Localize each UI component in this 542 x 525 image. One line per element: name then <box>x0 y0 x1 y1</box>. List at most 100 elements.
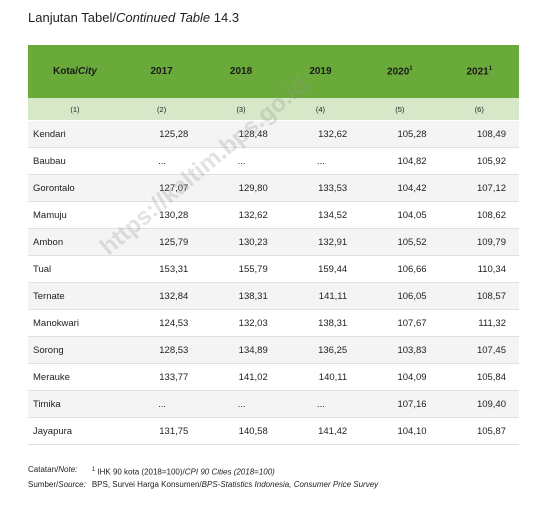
header-cell: 2019 <box>280 45 361 98</box>
note-label: Sumber/Source: <box>28 479 92 491</box>
value-cell: 104,82 <box>360 147 440 175</box>
value-cell: ... <box>121 147 202 175</box>
value-cell: ... <box>280 390 361 418</box>
data-row: Kendari 125,28 128,48 132,62 105,28 108,49 <box>28 120 519 148</box>
city-cell: Ambon <box>28 228 122 256</box>
data-row: Ambon 125,79 130,23 132,91 105,52 109,79 <box>28 228 519 256</box>
title-number: 14.3 <box>213 10 240 25</box>
header-row: Kota/City 2017 2018 2019 2020 1 20211 <box>28 45 519 98</box>
value-cell: 109,40 <box>439 390 519 418</box>
value-cell: 132,62 <box>201 201 281 229</box>
data-row: Ternate 132,84 138,31 141,11 106,05 108,57 <box>28 282 519 310</box>
value-cell: 103,83 <box>360 336 440 364</box>
header-cell: Kota/City <box>28 45 122 98</box>
header-italic: City <box>78 66 97 77</box>
city-cell: Sorong <box>28 336 122 364</box>
value-cell: 128,53 <box>121 336 202 364</box>
title: Lanjutan Tabel/Continued Table 14.3 <box>28 10 239 25</box>
city-cell: Merauke <box>28 363 122 391</box>
value-cell: 106,05 <box>360 282 440 310</box>
value-cell: 111,32 <box>439 309 519 337</box>
value-cell: 132,91 <box>280 228 361 256</box>
value-cell: 125,79 <box>121 228 202 256</box>
value-cell: 136,25 <box>280 336 361 364</box>
data-row: Merauke 133,77 141,02 140,11 104,09 105,84 <box>28 363 519 391</box>
value-cell: 110,34 <box>439 255 519 283</box>
value-cell: ... <box>201 147 281 175</box>
value-cell: ... <box>121 390 202 418</box>
header-text: 2019 <box>309 66 332 77</box>
value-cell: 104,42 <box>360 174 440 202</box>
value-cell: 104,09 <box>360 363 440 391</box>
value-cell: 129,80 <box>201 174 281 202</box>
column-number: (2) <box>121 98 202 121</box>
note-text-plain: BPS, Survei Harga Konsumen/ <box>91 479 202 489</box>
city-cell: Gorontalo <box>28 174 122 202</box>
header-cell: 2018 <box>201 45 281 98</box>
header-text: 2018 <box>229 66 253 77</box>
title-italic: Continued Table <box>115 10 211 25</box>
value-cell: 105,87 <box>439 417 519 445</box>
value-cell: 130,23 <box>201 228 281 256</box>
number-row: (1) (2) (3) (4) (5) (6) <box>28 98 519 121</box>
city-cell: Baubau <box>28 147 122 175</box>
value-cell: 132,84 <box>121 282 202 310</box>
value-cell: 107,12 <box>439 174 519 202</box>
note-sup: 1 <box>91 467 96 473</box>
value-cell: 155,79 <box>201 255 281 283</box>
value-cell: 125,28 <box>121 120 202 148</box>
value-cell: 107,45 <box>439 336 519 364</box>
note-label-italic: Source: <box>58 479 86 489</box>
value-cell: 131,75 <box>121 417 202 445</box>
value-cell: 132,62 <box>280 120 361 148</box>
header-cell: 20211 <box>439 45 519 98</box>
data-row: Jayapura 131,75 140,58 141,42 104,10 105,87 <box>28 417 519 445</box>
header-sup: 1 <box>488 65 493 72</box>
value-cell: 133,77 <box>121 363 202 391</box>
city-cell: Kendari <box>28 120 122 148</box>
title-prefix: Lanjutan Tabel/ <box>28 10 116 25</box>
header-text: 2020 <box>387 66 410 78</box>
value-cell: 127,07 <box>121 174 202 202</box>
value-cell: 105,28 <box>360 120 440 148</box>
value-cell: 134,52 <box>280 201 361 229</box>
value-cell: 105,92 <box>439 147 519 175</box>
value-cell: ... <box>201 390 281 418</box>
value-cell: 130,28 <box>121 201 202 229</box>
note-label-text: Sumber/ <box>28 479 59 489</box>
column-number: (3) <box>201 98 281 121</box>
column-number: (6) <box>439 98 519 121</box>
value-cell: 107,16 <box>360 390 440 418</box>
data-row: Tual 153,31 155,79 159,44 106,66 110,34 <box>28 255 519 283</box>
note-text-plain: IHK 90 kota (2018=100)/ <box>95 467 185 477</box>
value-cell: ... <box>280 147 361 175</box>
note-text: BPS, Survei Harga Konsumen/BPS-Statistic… <box>92 479 384 491</box>
note-label-italic: Note: <box>58 465 78 474</box>
header-text: 2017 <box>150 66 173 77</box>
value-cell: 105,84 <box>439 363 519 391</box>
value-cell: 106,66 <box>360 255 440 283</box>
column-number: (5) <box>360 98 440 121</box>
data-row: Gorontalo 127,07 129,80 133,53 104,42 107,12 <box>28 174 519 202</box>
value-cell: 134,89 <box>201 336 281 364</box>
note-label-text: Catatan/ <box>28 465 59 474</box>
header-text: 2021 <box>466 66 489 78</box>
column-number: (4) <box>280 98 361 121</box>
value-cell: 104,10 <box>360 417 440 445</box>
data-row: Mamuju 130,28 132,62 134,52 104,05 108,62 <box>28 201 519 229</box>
value-cell: 138,31 <box>280 309 361 337</box>
header-cell: 2017 <box>121 45 202 98</box>
value-cell: 141,02 <box>201 363 281 391</box>
value-cell: 138,31 <box>201 282 281 310</box>
value-cell: 109,79 <box>439 228 519 256</box>
data-row: Timika......... 107,16 109,40 <box>28 390 519 418</box>
value-cell: 159,44 <box>280 255 361 283</box>
note-text: 1 IHK 90 kota (2018=100)/CPI 90 Cities (… <box>92 464 384 479</box>
table: Kota/City 2017 2018 2019 2020 1 20211 (1) (2) (3)… <box>28 45 519 445</box>
data-row: Sorong 128,53 134,89 136,25 103,83 107,45 <box>28 336 519 364</box>
note-text-italic: CPI 90 Cities (2018=100) <box>184 467 275 477</box>
city-cell: Tual <box>28 255 122 283</box>
city-cell: Timika <box>28 390 122 418</box>
value-cell: 107,67 <box>360 309 440 337</box>
